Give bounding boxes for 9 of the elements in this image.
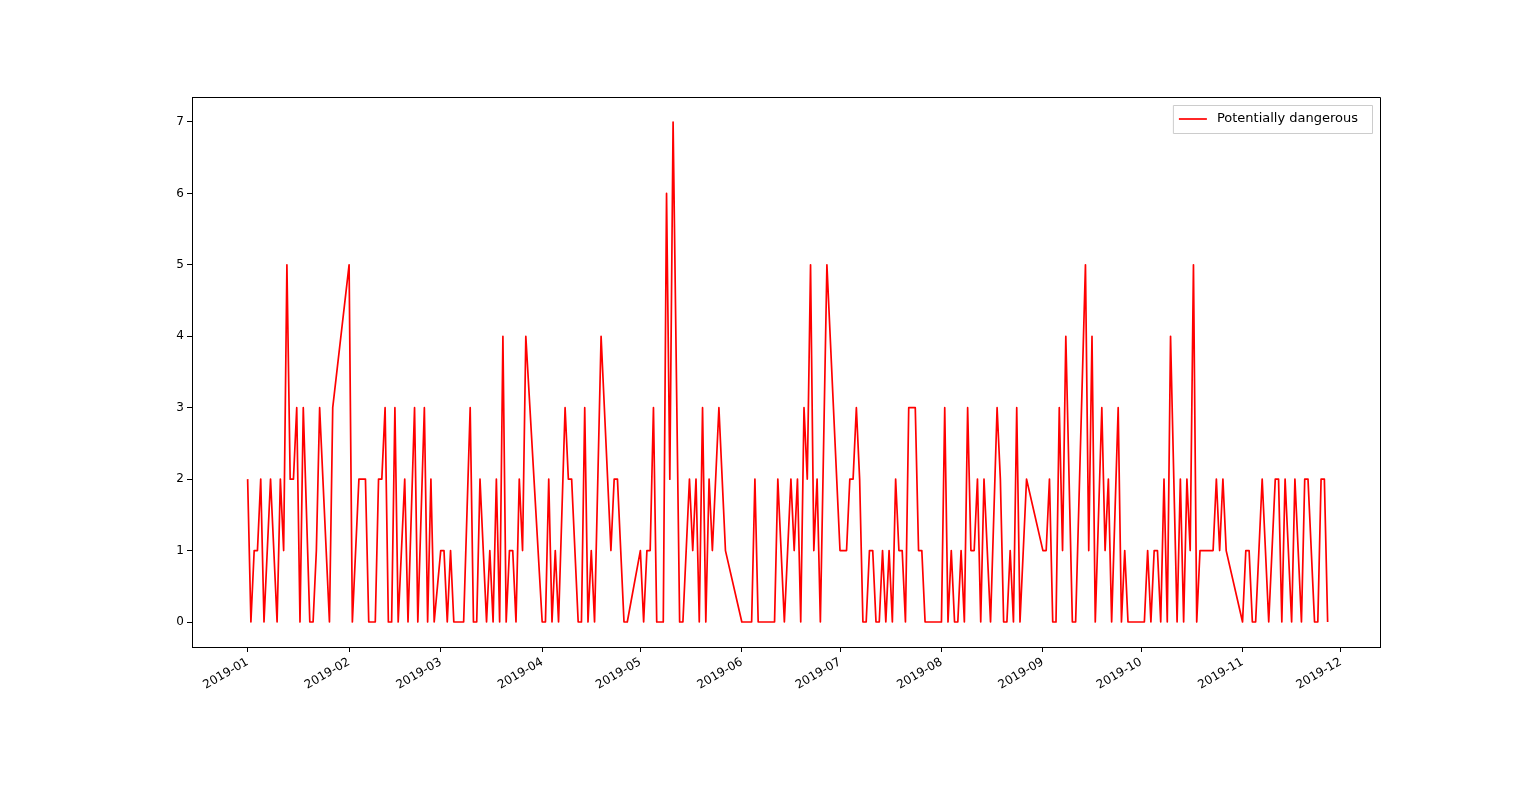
y-tick-label: 6 [176, 185, 184, 200]
y-tick-label: 1 [176, 542, 184, 557]
y-tick-label: 4 [176, 328, 184, 343]
y-tick-label: 2 [176, 471, 184, 486]
y-tick-label: 0 [176, 614, 184, 629]
legend-label: Potentially dangerous [1216, 110, 1359, 126]
y-tick-label: 5 [176, 256, 184, 271]
y-tick-label: 3 [176, 399, 184, 414]
y-tick-label: 7 [176, 114, 184, 129]
